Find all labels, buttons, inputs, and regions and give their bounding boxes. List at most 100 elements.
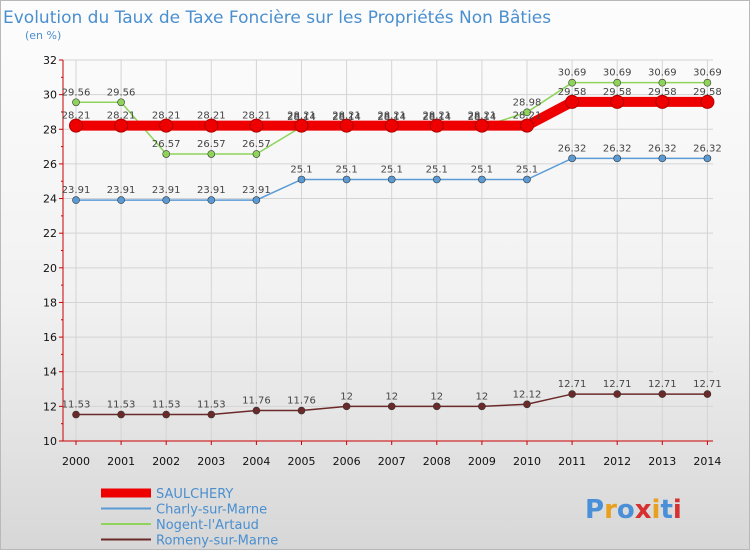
x-tick-label: 2000	[62, 455, 90, 468]
data-label-nogent-l-artaud: 30.69	[558, 68, 587, 79]
data-label-saulchery: 28.21	[242, 111, 271, 122]
x-tick-label: 2005	[288, 455, 316, 468]
data-label-saulchery: 28.21	[152, 111, 181, 122]
data-label-charly-sur-marne: 26.32	[603, 143, 632, 154]
x-tick-label: 2012	[603, 455, 631, 468]
data-point-charly-sur-marne	[117, 196, 125, 204]
data-point-romeny-sur-marne	[387, 402, 396, 411]
legend-label-romeny-sur-marne: Romeny-sur-Marne	[156, 534, 278, 549]
data-point-romeny-sur-marne	[703, 390, 712, 398]
data-label-saulchery: 29.58	[648, 87, 677, 98]
proxiti-logo: Proxiti	[585, 495, 682, 525]
data-label-saulchery: 29.58	[558, 87, 587, 98]
data-point-saulchery	[700, 94, 715, 109]
y-tick-label: 18	[43, 296, 57, 309]
data-label-saulchery: 29.58	[603, 87, 632, 98]
data-label-saulchery: 28.21	[197, 111, 226, 122]
y-tick-label: 20	[43, 262, 57, 275]
data-point-saulchery	[159, 118, 174, 133]
y-tick-label: 24	[43, 193, 57, 206]
data-point-saulchery	[429, 118, 444, 133]
x-tick-label: 2010	[513, 455, 541, 468]
data-point-saulchery	[294, 118, 309, 133]
logo-letter: x	[635, 495, 652, 525]
x-tick-label: 2008	[423, 455, 451, 468]
logo-letter: t	[660, 495, 672, 525]
data-label-charly-sur-marne: 23.91	[152, 185, 181, 196]
data-point-saulchery	[114, 118, 129, 133]
data-label-romeny-sur-marne: 12.71	[693, 379, 722, 390]
x-tick-label: 2011	[558, 455, 586, 468]
x-tick-label: 2013	[648, 455, 676, 468]
data-label-nogent-l-artaud: 30.69	[603, 68, 632, 79]
x-tick-label: 2007	[378, 455, 406, 468]
data-point-charly-sur-marne	[613, 154, 622, 163]
data-point-romeny-sur-marne	[523, 400, 531, 409]
data-label-romeny-sur-marne: 11.76	[242, 396, 271, 407]
data-point-charly-sur-marne	[523, 175, 531, 184]
data-point-charly-sur-marne	[72, 196, 80, 204]
data-label-nogent-l-artaud: 28.14	[422, 112, 451, 123]
logo-letter: P	[585, 495, 604, 525]
data-point-nogent-l-artaud	[162, 150, 170, 158]
y-tick-label: 16	[43, 331, 57, 344]
data-point-saulchery	[655, 94, 670, 109]
data-label-charly-sur-marne: 23.91	[197, 185, 226, 196]
data-label-romeny-sur-marne: 12.12	[513, 389, 542, 400]
data-point-charly-sur-marne	[703, 154, 712, 163]
data-point-romeny-sur-marne	[297, 406, 306, 415]
data-label-nogent-l-artaud: 28.14	[287, 112, 316, 123]
data-label-romeny-sur-marne: 12	[476, 391, 489, 402]
data-point-romeny-sur-marne	[162, 410, 170, 419]
chart-title: Evolution du Taux de Taxe Foncière sur l…	[3, 8, 551, 28]
data-label-nogent-l-artaud: 29.56	[62, 87, 91, 98]
data-label-saulchery: 29.58	[693, 87, 722, 98]
data-point-charly-sur-marne	[207, 196, 216, 204]
data-label-saulchery: 28.21	[107, 111, 136, 122]
data-point-romeny-sur-marne	[432, 402, 441, 411]
data-point-romeny-sur-marne	[658, 390, 667, 398]
x-tick-label: 2004	[242, 455, 270, 468]
y-tick-label: 32	[43, 54, 57, 67]
data-point-charly-sur-marne	[162, 196, 170, 204]
legend-label-saulchery: SAULCHERY	[156, 487, 233, 502]
data-point-nogent-l-artaud	[72, 98, 80, 107]
x-tick-label: 2003	[197, 455, 225, 468]
series-group	[69, 78, 715, 419]
data-label-charly-sur-marne: 25.1	[471, 164, 493, 175]
data-point-romeny-sur-marne	[72, 410, 80, 419]
data-label-romeny-sur-marne: 11.53	[152, 400, 181, 411]
axes: 10 12 14 16 18 20 22 24 26 28 30 32 2000 2001 2002 2003…	[43, 54, 721, 468]
data-point-charly-sur-marne	[478, 175, 486, 184]
data-point-charly-sur-marne	[432, 175, 441, 184]
legend-label-charly-sur-marne: Charly-sur-Marne	[156, 503, 267, 518]
data-label-charly-sur-marne: 25.1	[516, 164, 538, 175]
logo-letter: r	[604, 495, 617, 525]
data-point-romeny-sur-marne	[478, 402, 486, 411]
data-label-charly-sur-marne: 25.1	[290, 164, 312, 175]
data-label-romeny-sur-marne: 12	[340, 391, 353, 402]
data-label-romeny-sur-marne: 12	[385, 391, 398, 402]
data-point-romeny-sur-marne	[117, 410, 125, 419]
data-label-charly-sur-marne: 25.1	[381, 164, 403, 175]
y-tick-label: 26	[43, 158, 57, 171]
data-label-charly-sur-marne: 26.32	[558, 143, 587, 154]
data-label-nogent-l-artaud: 28.98	[513, 97, 542, 108]
data-labels: 23.91 23.91 23.91 23.91 23.91 25.1 25.1 25.1 25.…	[62, 68, 722, 411]
data-point-saulchery	[565, 94, 580, 109]
data-label-nogent-l-artaud: 26.57	[242, 139, 271, 150]
data-point-charly-sur-marne	[658, 154, 667, 163]
y-tick-label: 30	[43, 89, 57, 102]
y-tick-label: 22	[43, 227, 57, 240]
data-point-nogent-l-artaud	[613, 78, 622, 87]
y-tick-label: 28	[43, 123, 57, 136]
data-point-romeny-sur-marne	[207, 410, 216, 419]
data-label-romeny-sur-marne: 11.53	[107, 400, 136, 411]
data-point-nogent-l-artaud	[568, 78, 576, 87]
data-label-nogent-l-artaud: 29.56	[107, 87, 136, 98]
x-tick-label: 2014	[693, 455, 721, 468]
x-tick-label: 2002	[152, 455, 180, 468]
data-label-saulchery: 28.21	[332, 111, 361, 122]
legend: SAULCHERYCharly-sur-MarneNogent-l'Artaud…	[101, 487, 278, 549]
